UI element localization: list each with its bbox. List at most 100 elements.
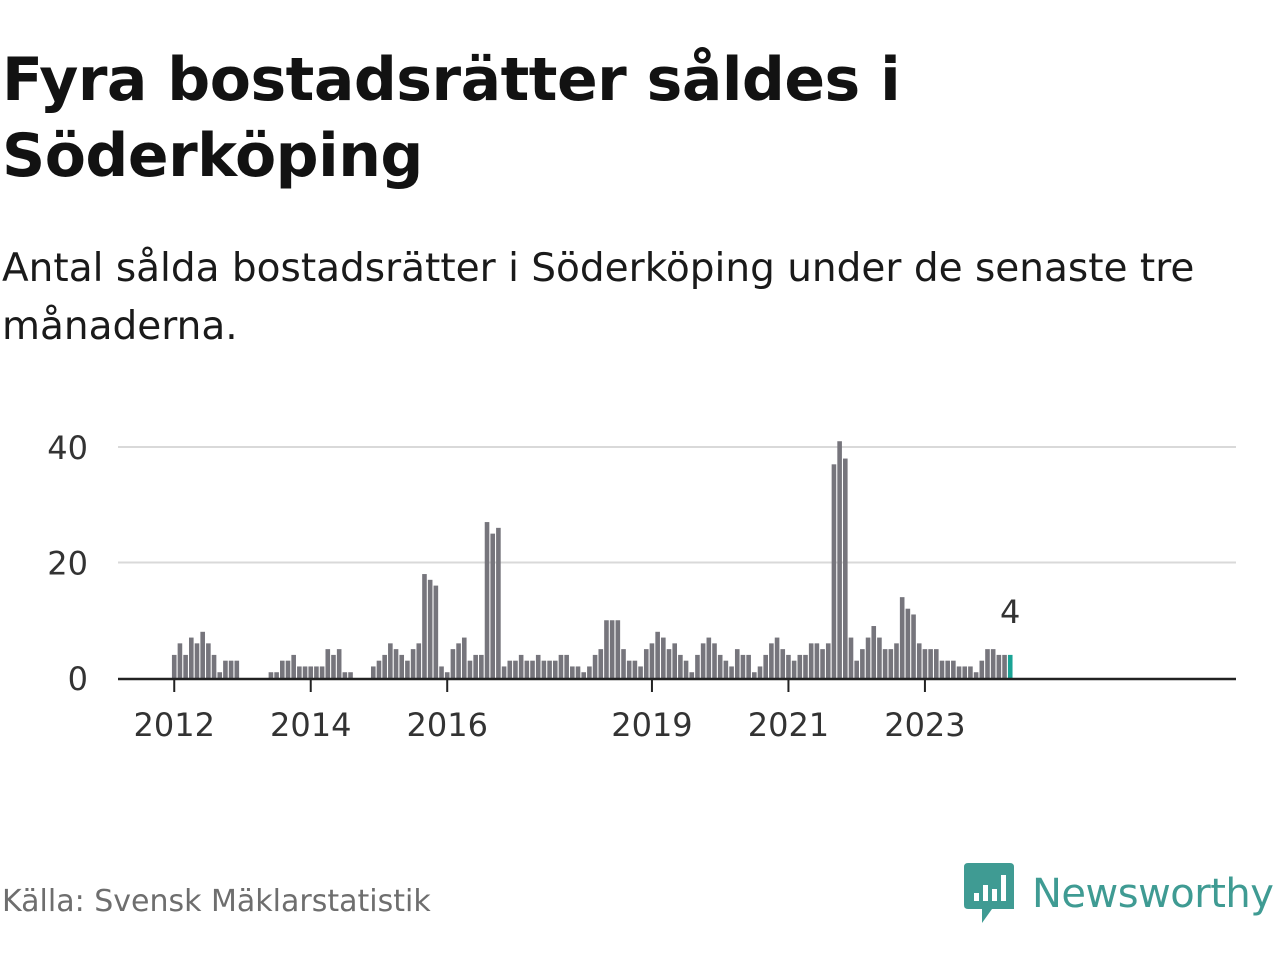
bar <box>319 666 325 678</box>
bar <box>962 666 968 678</box>
x-tick-label: 2023 <box>884 706 965 744</box>
bar <box>467 660 473 678</box>
bar <box>598 649 604 679</box>
bar <box>382 654 387 678</box>
bar <box>535 654 541 678</box>
bar <box>951 660 956 678</box>
bar <box>609 620 615 678</box>
bar <box>763 654 768 678</box>
bar <box>922 649 928 679</box>
bar <box>501 666 507 678</box>
bar <box>274 672 279 678</box>
chart-title: Fyra bostadsrätter såldes i Söderköping <box>2 45 901 191</box>
y-tick-label: 40 <box>47 429 88 467</box>
gridlines <box>118 446 1236 564</box>
bar <box>376 660 382 678</box>
bar <box>427 579 433 678</box>
bar <box>513 660 518 678</box>
bar <box>189 637 194 678</box>
bar <box>370 666 376 678</box>
chart-subtitle: Antal sålda bostadsrätter i Söderköping … <box>2 246 1195 349</box>
bar <box>928 649 933 679</box>
bar <box>558 654 564 678</box>
bar <box>882 649 888 679</box>
bar <box>450 649 456 679</box>
bar <box>860 649 865 679</box>
bar <box>405 660 410 678</box>
bar <box>939 660 945 678</box>
bar <box>473 654 478 678</box>
bar-chart: 0 20 40 2012 2014 2016 2019 2021 2023 4 <box>47 429 1236 744</box>
bar <box>530 660 535 678</box>
bar <box>183 654 188 678</box>
bar <box>831 464 837 678</box>
bar <box>683 660 689 678</box>
bar <box>331 654 336 678</box>
bar <box>888 649 894 679</box>
bar <box>843 458 848 678</box>
bar <box>206 643 211 678</box>
bars <box>171 441 1013 679</box>
bar <box>388 643 393 678</box>
bar <box>228 660 234 678</box>
bar <box>581 672 587 678</box>
bar <box>757 666 763 678</box>
bar <box>297 666 302 678</box>
bar <box>177 643 183 678</box>
bar <box>820 649 825 679</box>
bar <box>769 643 774 678</box>
bar <box>496 527 501 678</box>
bar <box>575 666 581 678</box>
bar <box>808 643 814 678</box>
bar <box>740 654 746 678</box>
bar-highlight <box>1007 654 1013 678</box>
bar <box>439 666 444 678</box>
bar <box>217 672 223 678</box>
bar <box>433 585 439 678</box>
bar <box>695 654 700 678</box>
bar <box>524 660 530 678</box>
bar <box>615 620 621 678</box>
bar <box>837 441 842 678</box>
x-tick-label: 2021 <box>748 706 829 744</box>
bar <box>985 649 990 679</box>
bar <box>877 637 882 678</box>
bar <box>643 649 649 679</box>
x-tick-label: 2016 <box>407 706 488 744</box>
bar <box>552 660 558 678</box>
brand-logo[interactable]: Newsworthy <box>964 862 1274 926</box>
bar <box>280 660 285 678</box>
bar <box>314 666 319 678</box>
bar <box>456 643 461 678</box>
bar <box>706 637 712 678</box>
bar <box>621 649 626 679</box>
bar <box>325 649 331 679</box>
bar <box>1002 654 1007 678</box>
bar <box>712 643 717 678</box>
bar <box>746 654 751 678</box>
bar <box>700 643 706 678</box>
bar <box>996 654 1002 678</box>
bar <box>973 672 979 678</box>
x-tick-label: 2012 <box>134 706 215 744</box>
bar <box>518 654 524 678</box>
bar <box>507 660 513 678</box>
bar <box>211 654 217 678</box>
y-axis-ticks: 0 20 40 <box>47 429 88 698</box>
bar <box>342 672 348 678</box>
bar <box>979 660 985 678</box>
bar <box>547 660 552 678</box>
bar <box>871 626 877 678</box>
source-note: Källa: Svensk Mäklarstatistik <box>2 884 431 919</box>
bar <box>894 643 899 678</box>
bar <box>291 654 296 678</box>
bar <box>484 522 490 678</box>
bar <box>899 597 905 678</box>
x-axis-ticks: 2012 2014 2016 2019 2021 2023 <box>134 679 966 744</box>
bar <box>911 614 916 678</box>
y-tick-label: 20 <box>47 545 88 583</box>
bar <box>865 637 871 678</box>
last-value-label: 4 <box>1000 593 1020 631</box>
bar <box>587 666 592 678</box>
bar <box>934 649 939 679</box>
